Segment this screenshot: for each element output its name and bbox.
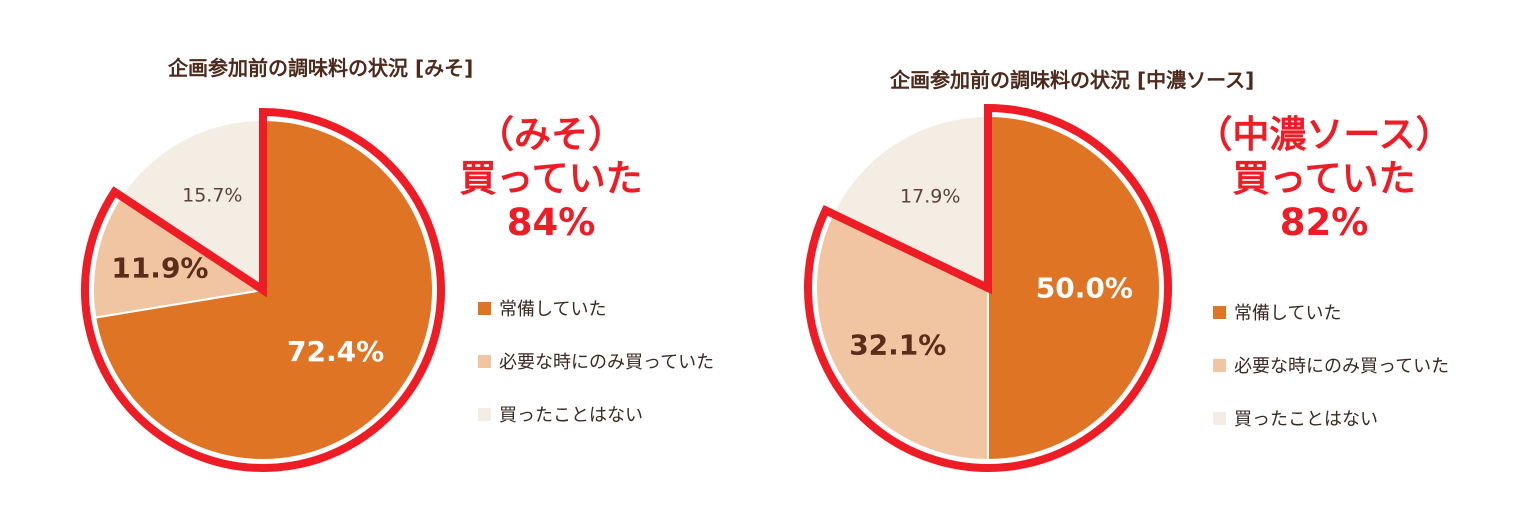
slice-regular (987, 114, 1161, 462)
legend-item-regular: 常備していた (478, 295, 714, 321)
chart-panel-sauce: 企画参加前の調味料の状況 [中濃ソース] 50.0% 32.1% 17.9% （中濃… (763, 0, 1526, 510)
callout-miso-percent: 84% (506, 201, 596, 244)
legend-label: 常備していた (499, 299, 607, 320)
data-label-never: 17.9% (900, 185, 960, 207)
legend-label: 買ったことはない (1234, 409, 1378, 430)
data-label-never: 15.7% (182, 185, 242, 207)
legend-item-as-needed: 必要な時にのみ買っていた (1213, 352, 1449, 378)
data-label-regular: 72.4% (287, 335, 384, 368)
pie-chart-sauce: 50.0% 32.1% 17.9% (804, 103, 1172, 472)
callout-sauce-item: （中濃ソース） (1195, 113, 1453, 156)
legend-swatch-regular (478, 301, 491, 315)
legend-item-never: 買ったことはない (1213, 405, 1449, 431)
highlight-outline (804, 103, 1172, 472)
callout-miso: （みそ） 買っていた 84% (420, 113, 682, 245)
legend-swatch-never (1213, 411, 1226, 425)
slice-never (831, 114, 989, 290)
data-label-as-needed: 11.9% (111, 251, 208, 284)
data-label-as-needed: 32.1% (849, 328, 946, 361)
legend-label: 買ったことはない (499, 405, 643, 426)
callout-miso-item: （みそ） (477, 113, 625, 156)
legend-swatch-never (478, 407, 491, 421)
legend-label: 必要な時にのみ買っていた (499, 352, 715, 373)
chart-panel-miso: 企画参加前の調味料の状況 [みそ] 72.4% 11.9% 15.7% （みそ） 買… (81, 56, 714, 472)
pie-chart-miso: 72.4% 11.9% 15.7% (81, 107, 445, 472)
highlight-outline (81, 107, 445, 472)
legend-label: 常備していた (1234, 303, 1342, 324)
legend-swatch-regular (1213, 305, 1226, 319)
legend-swatch-as-needed (1213, 358, 1226, 372)
data-label-regular: 50.0% (1036, 272, 1133, 305)
legend-item-regular: 常備していた (1213, 299, 1449, 325)
legend-miso: 常備していた 必要な時にのみ買っていた 買ったことはない (478, 295, 714, 454)
slice-never (119, 118, 264, 292)
callout-miso-text: 買っていた (459, 157, 643, 200)
callout-sauce-percent: 82% (1279, 201, 1369, 244)
legend-sauce: 常備していた 必要な時にのみ買っていた 買ったことはない (1213, 299, 1449, 458)
slice-as-needed (815, 212, 989, 462)
chart-title-miso: 企画参加前の調味料の状況 [みそ] (168, 56, 474, 80)
legend-item-as-needed: 必要な時にのみ買っていた (478, 348, 714, 374)
callout-sauce-text: 買っていた (1232, 157, 1416, 200)
callout-sauce: （中濃ソース） 買っていた 82% (1183, 113, 1465, 245)
chart-title-sauce: 企画参加前の調味料の状況 [中濃ソース] (890, 68, 1255, 92)
legend-swatch-as-needed (478, 354, 491, 368)
legend-label: 必要な時にのみ買っていた (1234, 356, 1450, 377)
legend-item-never: 買ったことはない (478, 401, 714, 427)
slice-as-needed (92, 194, 266, 319)
